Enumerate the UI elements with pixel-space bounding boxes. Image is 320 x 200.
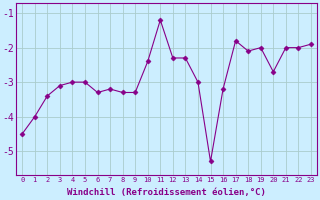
X-axis label: Windchill (Refroidissement éolien,°C): Windchill (Refroidissement éolien,°C) xyxy=(67,188,266,197)
